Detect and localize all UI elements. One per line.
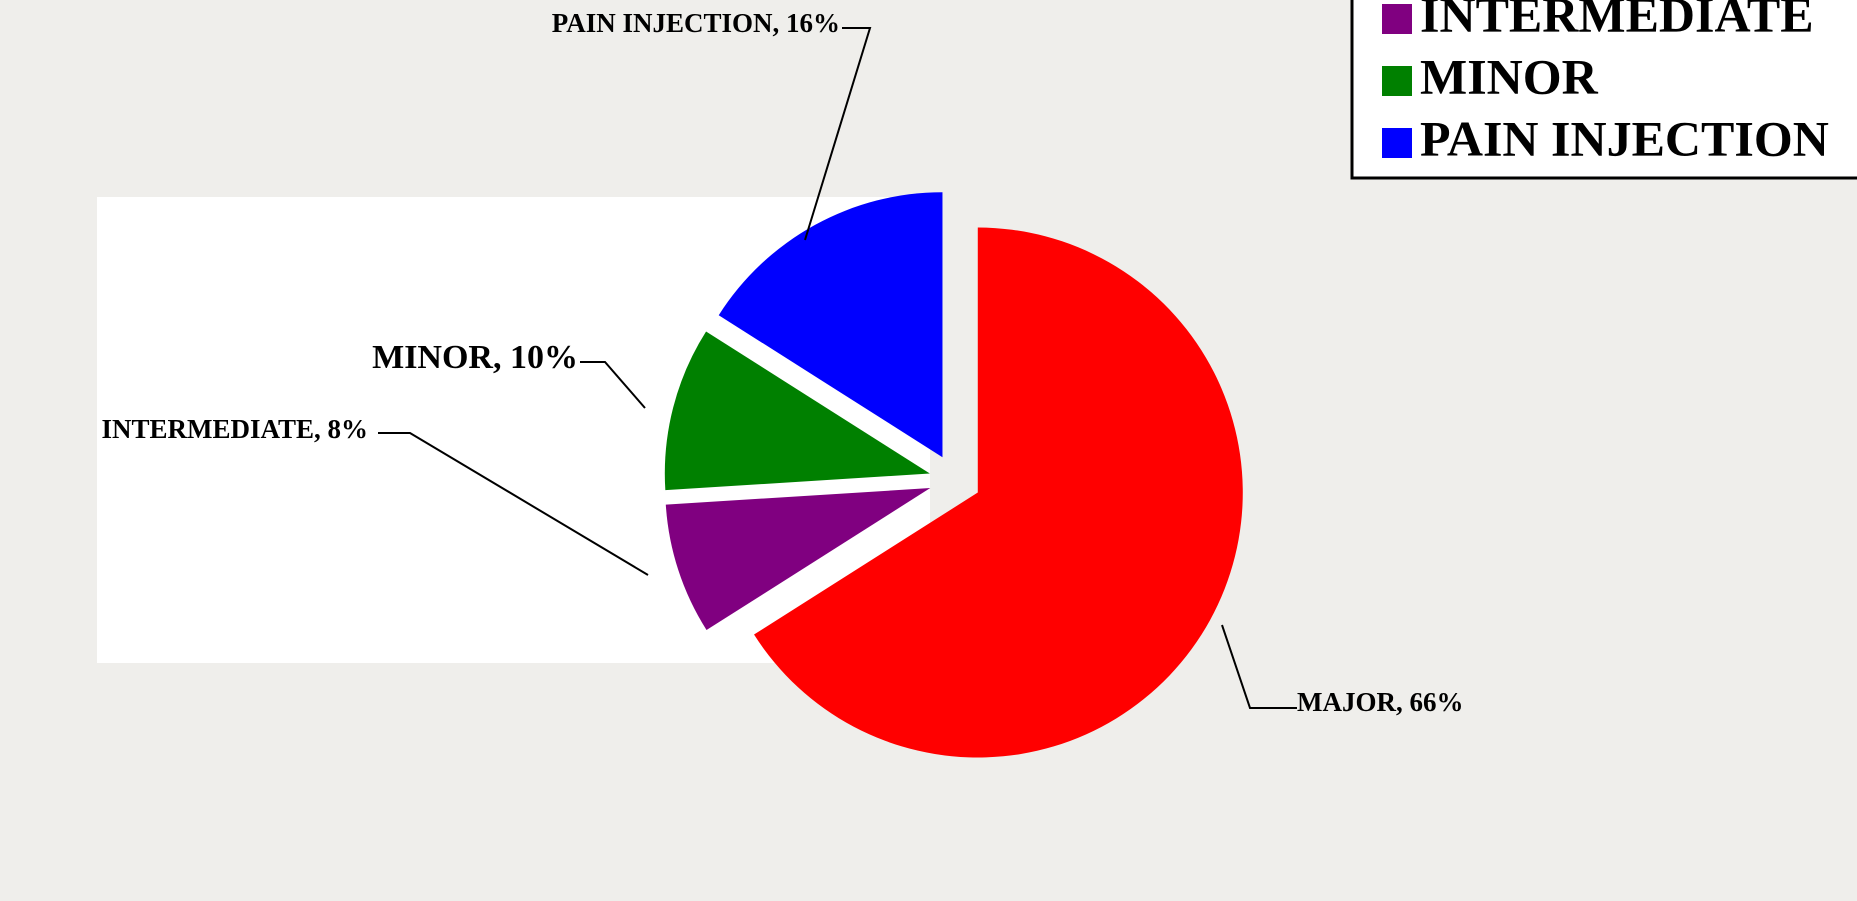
data-label: PAIN INJECTION, 16% bbox=[552, 8, 840, 38]
leader-line bbox=[804, 27, 872, 241]
legend-label: PAIN INJECTION bbox=[1420, 110, 1829, 166]
leader-line bbox=[378, 432, 649, 576]
pie-slice bbox=[718, 192, 943, 458]
data-label: MAJOR, 66% bbox=[1297, 687, 1463, 717]
pie-slice bbox=[754, 227, 1243, 758]
data-label: MINOR, 10% bbox=[372, 339, 578, 376]
legend-label: INTERMEDIATE bbox=[1420, 0, 1814, 42]
legend-swatch bbox=[1382, 66, 1412, 96]
legend-label: MINOR bbox=[1420, 48, 1599, 104]
legend-swatch bbox=[1382, 128, 1412, 158]
pie-slice bbox=[664, 331, 930, 491]
legend-swatch bbox=[1382, 4, 1412, 34]
legend-box bbox=[1350, 0, 1857, 180]
data-label: INTERMEDIATE, 8% bbox=[101, 414, 368, 444]
leader-line bbox=[1221, 624, 1297, 709]
leader-line bbox=[580, 361, 646, 409]
pie-slice bbox=[665, 488, 931, 631]
